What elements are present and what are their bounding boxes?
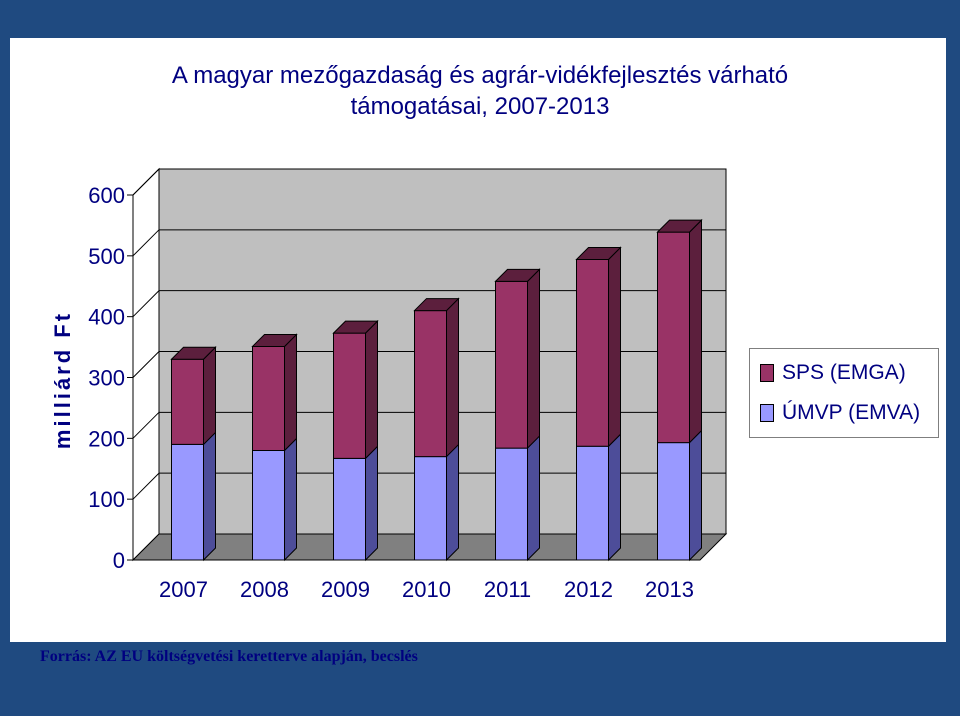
bar-umvp-2007 <box>171 443 204 561</box>
x-tick-label: 2008 <box>240 577 289 602</box>
bar-sps-top-2013 <box>656 219 703 233</box>
bar-umvp-side-2013 <box>689 429 702 562</box>
gridline <box>132 229 726 257</box>
bar-umvp-2012 <box>576 445 609 561</box>
bar-sps-top-2008 <box>251 333 298 347</box>
bar-umvp-side-2008 <box>284 437 297 562</box>
bar-sps-2008 <box>252 345 285 451</box>
bar-sps-side-2013 <box>689 218 702 444</box>
bar-umvp-2009 <box>333 457 366 561</box>
bar-umvp-side-2012 <box>608 433 621 562</box>
x-tick-label: 2013 <box>645 577 694 602</box>
legend-label-umvp: ÚMVP (EMVA) <box>782 401 921 424</box>
x-tick-label: 2009 <box>321 577 370 602</box>
bar-sps-side-2009 <box>365 319 378 460</box>
legend-label-sps: SPS (EMGA) <box>782 361 906 384</box>
bar-umvp-2013 <box>657 442 690 561</box>
bar-sps-top-2011 <box>494 268 541 282</box>
x-tick-label: 2011 <box>484 577 531 602</box>
bar-sps-top-2009 <box>332 320 379 334</box>
bar-sps-side-2008 <box>284 333 297 452</box>
source-note: Forrás: AZ EU költségvetési keretterve a… <box>40 648 418 665</box>
x-tick-label: 2012 <box>564 577 613 602</box>
bar-sps-2011 <box>495 280 528 449</box>
bar-sps-top-2010 <box>413 298 460 312</box>
x-tick-label: 2007 <box>159 577 208 602</box>
y-axis-title: milliárd Ft <box>50 311 75 449</box>
y-tick-label: 500 <box>88 244 125 269</box>
bar-sps-2010 <box>414 310 447 458</box>
bar-umvp-2008 <box>252 450 285 561</box>
bar-umvp-2010 <box>414 456 447 561</box>
bar-sps-top-2007 <box>170 346 217 360</box>
bar-sps-side-2012 <box>608 246 621 448</box>
bar-sps-2007 <box>171 358 204 445</box>
y-tick-label: 300 <box>88 366 125 391</box>
gridline <box>132 168 726 196</box>
bar-sps-side-2011 <box>527 268 540 450</box>
legend-swatch-sps <box>760 364 774 382</box>
chart-title: A magyar mezőgazdaság és agrár-vidékfejl… <box>171 62 789 120</box>
legend-swatch-umvp <box>760 404 774 422</box>
x-tick-label: 2010 <box>402 577 451 602</box>
bar-umvp-side-2007 <box>203 431 216 562</box>
y-tick-label: 0 <box>113 548 125 573</box>
chart-legend: SPS (EMGA) ÚMVP (EMVA) <box>749 348 939 438</box>
y-tick-label: 100 <box>88 487 125 512</box>
y-tick-label: 200 <box>88 426 125 451</box>
bar-sps-2013 <box>657 231 690 444</box>
bar-sps-top-2012 <box>575 246 622 260</box>
bar-sps-2009 <box>333 332 366 459</box>
bar-umvp-side-2010 <box>446 443 459 562</box>
y-tick-label: 400 <box>88 305 125 330</box>
bar-umvp-side-2009 <box>365 445 378 562</box>
bar-sps-side-2010 <box>446 297 459 458</box>
legend-entry-sps: SPS (EMGA) <box>760 361 906 385</box>
bar-sps-2012 <box>576 258 609 447</box>
bar-umvp-side-2011 <box>527 434 540 562</box>
legend-entry-umvp: ÚMVP (EMVA) <box>760 401 920 425</box>
bar-umvp-2011 <box>495 447 528 561</box>
y-tick-label: 600 <box>88 183 125 208</box>
bar-sps-side-2007 <box>203 346 216 446</box>
